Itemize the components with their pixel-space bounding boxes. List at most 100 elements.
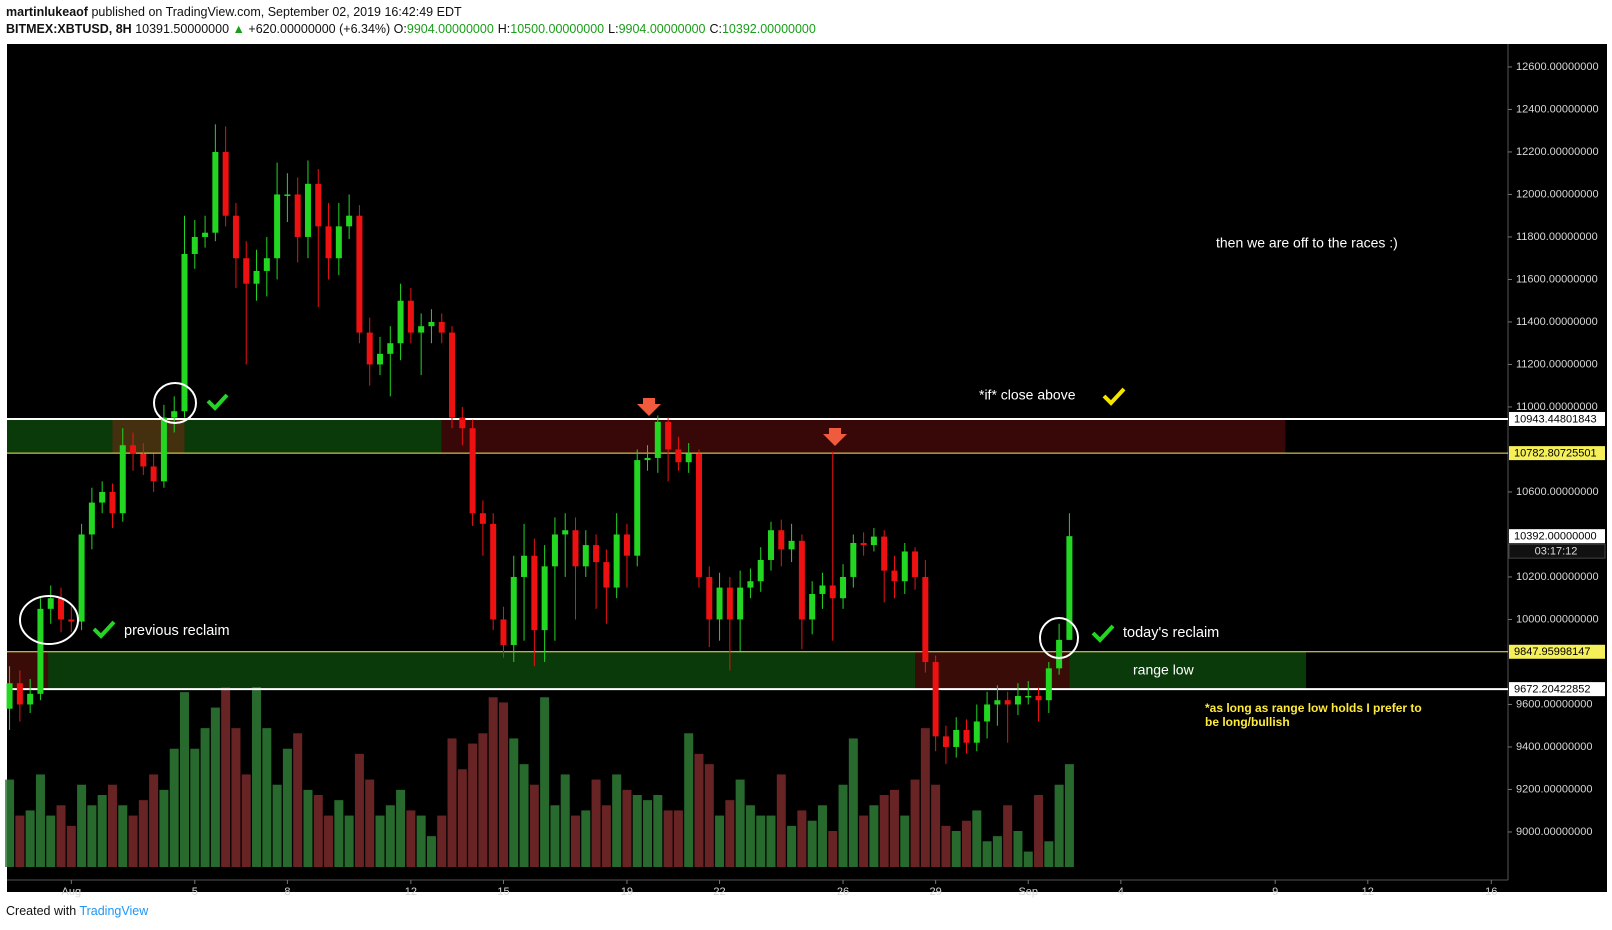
volume-bar [46,815,56,867]
y-tick-label: 9200.00000000 [1516,783,1592,795]
candle-body [572,530,579,567]
volume-bar [252,687,262,867]
candle-body [6,683,13,709]
ohlc-label: L: [608,22,619,36]
volume-bar [766,815,776,867]
candle-body [284,194,291,196]
volume-bar [622,789,632,867]
layers: 9000.00000000 9200.00000000 9400.00000000 9… [5,61,1606,898]
volume-bar [241,774,251,867]
footer: Created with TradingView [6,904,148,918]
candle-body [232,215,239,259]
volume-bar [25,810,35,867]
volume-bar [653,795,663,867]
candle-body [942,736,949,747]
circle [19,595,79,645]
header: martinlukeaof published on TradingView.c… [6,4,820,38]
volume-bar [1013,831,1023,867]
candle-body [387,343,394,354]
volume-bar [931,784,941,867]
candle-body [798,540,805,620]
volume-bar [447,738,457,867]
annotation: then we are off to the races :) [1216,235,1398,251]
volume-bar [725,800,735,867]
y-tick-label: 12600.00000000 [1516,61,1599,73]
volume-bar [612,774,622,867]
check [92,620,116,639]
brand: TradingView [79,904,149,918]
volume-bar [1064,764,1074,867]
volume-bar [66,825,76,867]
candle-body [253,270,260,284]
candle-body [99,491,106,503]
up-icon: ▲ [232,22,245,36]
annotation: *as long as range low holds I prefer to [1205,701,1422,715]
published: published on TradingView.com, September … [91,5,462,19]
y-tick-label: 9400.00000000 [1516,741,1592,753]
x-tick-label: Sep [1018,886,1038,898]
candle-body [78,534,85,622]
candle-body [788,540,795,550]
volume-bar [488,697,498,867]
volume-bar [509,738,519,867]
candle-body [1004,700,1011,705]
x-tick-label: 9 [1272,886,1278,898]
candle-body [973,721,980,743]
volume-bar [962,820,972,867]
volume-bar [972,810,982,867]
y-tick-label: 11600.00000000 [1516,273,1598,285]
volume-bar [35,774,45,867]
candle-body [263,258,270,271]
candle-body [809,593,816,620]
ohlc-value: 10392.00000000 [721,22,816,36]
candle-body [58,598,65,620]
volume-bar [313,795,323,867]
candle-body [685,453,692,463]
candle-body [397,300,404,344]
candle-body [521,555,528,577]
volume-bar [262,728,272,867]
volume-bar [982,841,992,867]
x-tick-label: 22 [713,886,725,898]
candle-body [294,194,301,237]
level-label: 10943.44801843 [1514,413,1597,425]
y-tick-label: 11200.00000000 [1516,358,1598,370]
candle-body [160,417,167,482]
current-label: 10392.00000000 [1514,531,1597,543]
ohlc: O:9904.00000000 H:10500.00000000 L:9904.00… [394,22,820,36]
candle-body [37,608,44,694]
change: +620.00000000 (+6.34%) [248,22,391,36]
ohlc-value: 9904.00000000 [618,22,706,36]
volume-bar [138,800,148,867]
volume-bar [437,815,447,867]
candle-body [932,661,939,737]
zone [7,418,442,454]
chart-background [7,44,1607,892]
circle [1039,617,1079,659]
volume-bar [571,815,581,867]
annotation: be long/bullish [1205,715,1290,729]
volume-bar [838,784,848,867]
volume-bar [581,810,591,867]
volume-bar [1034,795,1044,867]
volume-bar [684,733,694,867]
candle-body [366,332,373,365]
volume-bar [375,815,385,867]
candle-body [613,534,620,588]
volume-bar [97,795,107,867]
x-tick-label: 4 [1118,886,1124,898]
current-tag [1509,529,1605,544]
volume-bar [128,815,138,867]
candle-body [449,332,456,418]
y-tick-label: 10600.00000000 [1516,486,1599,498]
candle-body [665,421,672,450]
y-tick-label: 10200.00000000 [1516,571,1599,583]
volume-bar [406,810,416,867]
candle-body [109,491,116,514]
candle-body [181,253,188,412]
volume-bar [529,784,539,867]
header-line-1: martinlukeaof published on TradingView.c… [6,4,820,21]
candle-body [1045,668,1052,701]
candle-body [757,559,764,582]
ohlc-label: H: [497,22,511,36]
